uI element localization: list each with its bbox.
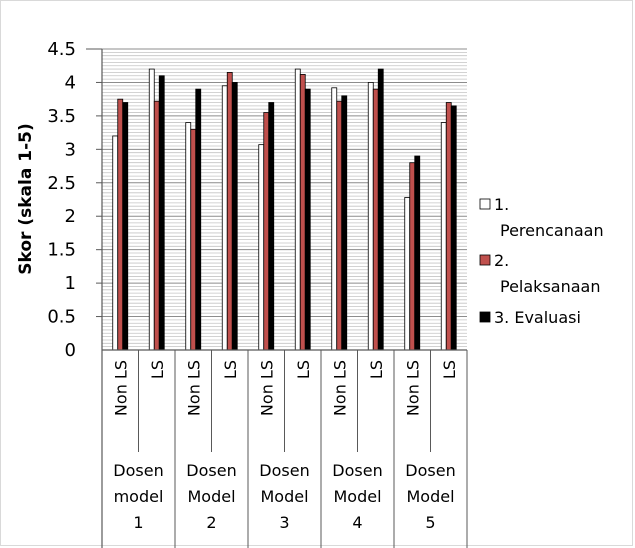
group-label: Dosen <box>405 461 455 480</box>
bar <box>258 144 265 351</box>
subcategory-label: LS <box>367 360 386 379</box>
group-label: 3 <box>279 513 289 532</box>
group-label: 2 <box>206 513 216 532</box>
bar <box>226 72 233 351</box>
bar <box>341 95 348 351</box>
subcategory-label: LS <box>221 360 240 379</box>
y-axis-label: Skor (skala 1-5) <box>16 123 36 274</box>
bar <box>367 82 374 351</box>
category-labels: Non LS LS Dosen model 1 Non LS LS Dosen Model 2 No… <box>111 360 459 532</box>
bar <box>294 68 301 351</box>
group-label: Model <box>406 487 454 506</box>
bar <box>153 100 160 351</box>
legend-swatch <box>479 198 491 210</box>
group-label: Dosen <box>332 461 382 480</box>
bar <box>409 162 416 351</box>
legend-swatch <box>479 311 491 323</box>
group-label: 1 <box>133 513 143 532</box>
bar <box>372 88 379 351</box>
group-label: 5 <box>425 513 435 532</box>
bar <box>445 102 452 351</box>
subcategory-label: Non LS <box>257 360 276 416</box>
subcategory-label: LS <box>294 360 313 379</box>
bar <box>450 105 457 351</box>
y-tick-label: 0.5 <box>47 307 76 328</box>
group-label: Dosen <box>113 461 163 480</box>
y-tick-label: 2 <box>65 206 76 227</box>
bar <box>263 112 270 351</box>
group-label: Model <box>260 487 308 506</box>
subcategory-label: Non LS <box>330 360 349 416</box>
bar <box>336 100 343 351</box>
legend-swatch <box>479 254 491 266</box>
bar <box>117 98 124 351</box>
subcategory-label: Non LS <box>184 360 203 416</box>
legend-label: 2. <box>494 251 509 270</box>
legend-label: 3. Evaluasi <box>494 308 581 327</box>
group-label: model <box>114 487 164 506</box>
y-tick-label: 3.5 <box>47 106 76 127</box>
y-tick-label: 1 <box>65 273 76 294</box>
y-tick-label: 2.5 <box>47 173 76 194</box>
bar <box>304 88 311 351</box>
bar <box>331 87 338 351</box>
y-tick-label: 0 <box>65 340 76 361</box>
bar <box>377 68 384 351</box>
y-tick-label: 4.5 <box>47 39 76 60</box>
bar <box>195 88 202 351</box>
axes <box>86 48 468 548</box>
group-label: Model <box>333 487 381 506</box>
group-label: Model <box>187 487 235 506</box>
bar <box>122 102 129 351</box>
bar <box>148 68 155 351</box>
y-tick-labels: 0 0.5 1 1.5 2 2.5 3 3.5 4 4.5 <box>47 39 76 361</box>
subcategory-label: LS <box>440 360 459 379</box>
bar <box>414 155 421 351</box>
bar <box>158 75 165 351</box>
legend-label: Pelaksanaan <box>500 277 600 296</box>
subcategory-label: Non LS <box>403 360 422 416</box>
bar <box>231 82 238 351</box>
legend-label: 1. <box>494 195 509 214</box>
group-label: 4 <box>352 513 362 532</box>
y-tick-label: 3 <box>65 139 76 160</box>
bar <box>112 135 119 351</box>
bar <box>221 85 228 351</box>
y-tick-label: 4 <box>65 72 76 93</box>
legend: 1. Perencanaan 2. Pelaksanaan 3. Evaluasi <box>479 195 604 327</box>
bar <box>440 122 447 351</box>
subcategory-label: LS <box>148 360 167 379</box>
bar <box>268 102 275 351</box>
legend-label: Perencanaan <box>500 221 604 240</box>
bar <box>404 197 411 351</box>
bar <box>190 128 197 351</box>
bar <box>185 122 192 351</box>
group-label: Dosen <box>259 461 309 480</box>
bar <box>299 74 306 351</box>
subcategory-label: Non LS <box>111 360 130 416</box>
y-tick-label: 1.5 <box>47 240 76 261</box>
group-label: Dosen <box>186 461 236 480</box>
